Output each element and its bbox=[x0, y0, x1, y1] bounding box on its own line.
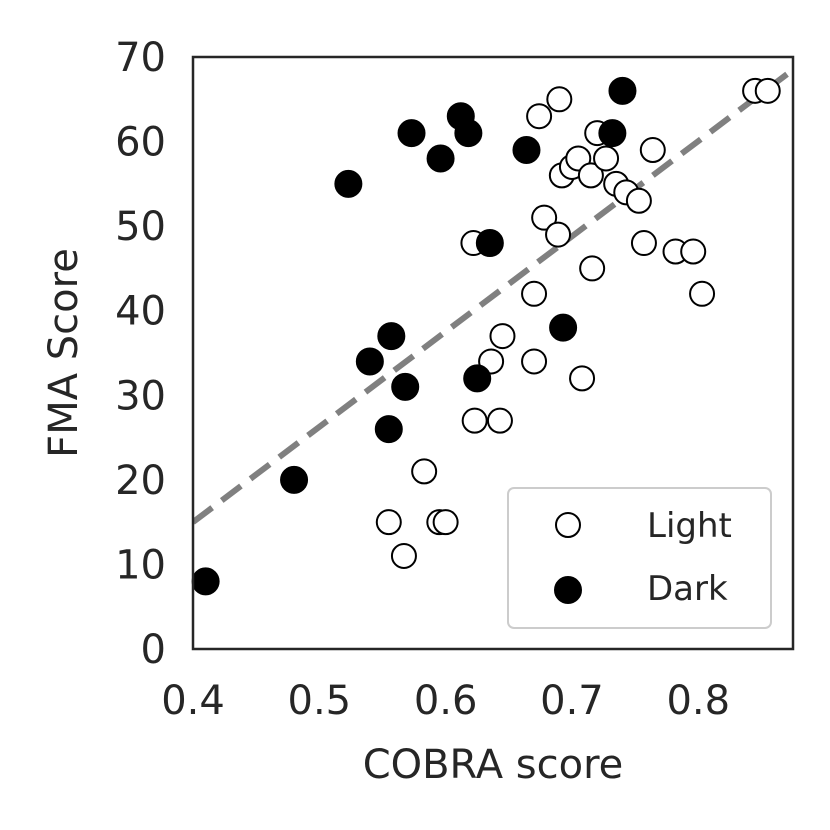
light-point bbox=[680, 238, 707, 265]
y-tick-label: 40 bbox=[115, 289, 166, 335]
light-point bbox=[577, 162, 604, 189]
reference-line bbox=[193, 67, 793, 525]
light-point bbox=[546, 86, 573, 113]
light-point bbox=[639, 137, 666, 164]
light-point bbox=[579, 255, 606, 282]
y-tick-label: 70 bbox=[115, 35, 166, 81]
dark-point bbox=[426, 144, 455, 173]
light-point bbox=[390, 542, 417, 569]
y-tick-label: 20 bbox=[115, 458, 166, 504]
light-point bbox=[521, 280, 548, 307]
x-tick-label: 0.5 bbox=[288, 678, 352, 724]
light-point bbox=[375, 509, 402, 536]
axis-ticks: 0.4 0.5 0.6 0.7 0.8 0 10 20 30 40 50 60 70 bbox=[115, 35, 730, 724]
y-tick-label: 10 bbox=[115, 542, 166, 588]
legend: Light Dark bbox=[507, 487, 772, 629]
light-point bbox=[521, 348, 548, 375]
dark-point bbox=[391, 372, 420, 401]
x-tick-label: 0.8 bbox=[666, 678, 730, 724]
dark-point bbox=[397, 119, 426, 148]
light-point bbox=[411, 458, 438, 485]
y-tick-label: 60 bbox=[115, 120, 166, 166]
dark-point bbox=[475, 229, 504, 258]
y-tick-label: 0 bbox=[141, 627, 166, 673]
light-point bbox=[593, 145, 620, 172]
dark-point bbox=[334, 169, 363, 198]
x-tick-label: 0.4 bbox=[161, 678, 225, 724]
dark-point bbox=[377, 322, 406, 351]
light-point bbox=[432, 509, 459, 536]
x-tick-label: 0.7 bbox=[540, 678, 604, 724]
dark-point bbox=[355, 347, 384, 376]
x-tick-label: 0.6 bbox=[414, 678, 478, 724]
light-point bbox=[545, 221, 572, 248]
legend-marker-dark bbox=[554, 576, 582, 604]
plot-area bbox=[191, 67, 793, 596]
dark-point bbox=[374, 415, 403, 444]
light-point bbox=[689, 280, 716, 307]
light-point bbox=[461, 407, 488, 434]
dark-point bbox=[463, 364, 492, 393]
light-point bbox=[489, 323, 516, 350]
y-axis-label: FMA Score bbox=[41, 248, 87, 458]
light-point bbox=[486, 407, 513, 434]
light-point bbox=[526, 103, 553, 130]
y-tick-label: 30 bbox=[115, 373, 166, 419]
x-axis-label: COBRA score bbox=[363, 742, 624, 788]
y-tick-label: 50 bbox=[115, 204, 166, 250]
light-point bbox=[630, 230, 657, 257]
light-point bbox=[569, 365, 596, 392]
plot-frame bbox=[191, 55, 795, 651]
light-point bbox=[531, 204, 558, 231]
dark-point bbox=[512, 136, 541, 165]
dark-point bbox=[549, 313, 578, 342]
dark-point bbox=[280, 465, 309, 494]
dark-point bbox=[454, 119, 483, 148]
dark-point bbox=[598, 119, 627, 148]
legend-label-light: Light bbox=[647, 506, 732, 546]
light-point bbox=[754, 77, 781, 104]
legend-label-dark: Dark bbox=[647, 569, 728, 609]
dark-point bbox=[191, 567, 220, 596]
legend-marker-light bbox=[555, 512, 581, 538]
light-point bbox=[625, 187, 652, 214]
dark-point bbox=[608, 76, 637, 105]
